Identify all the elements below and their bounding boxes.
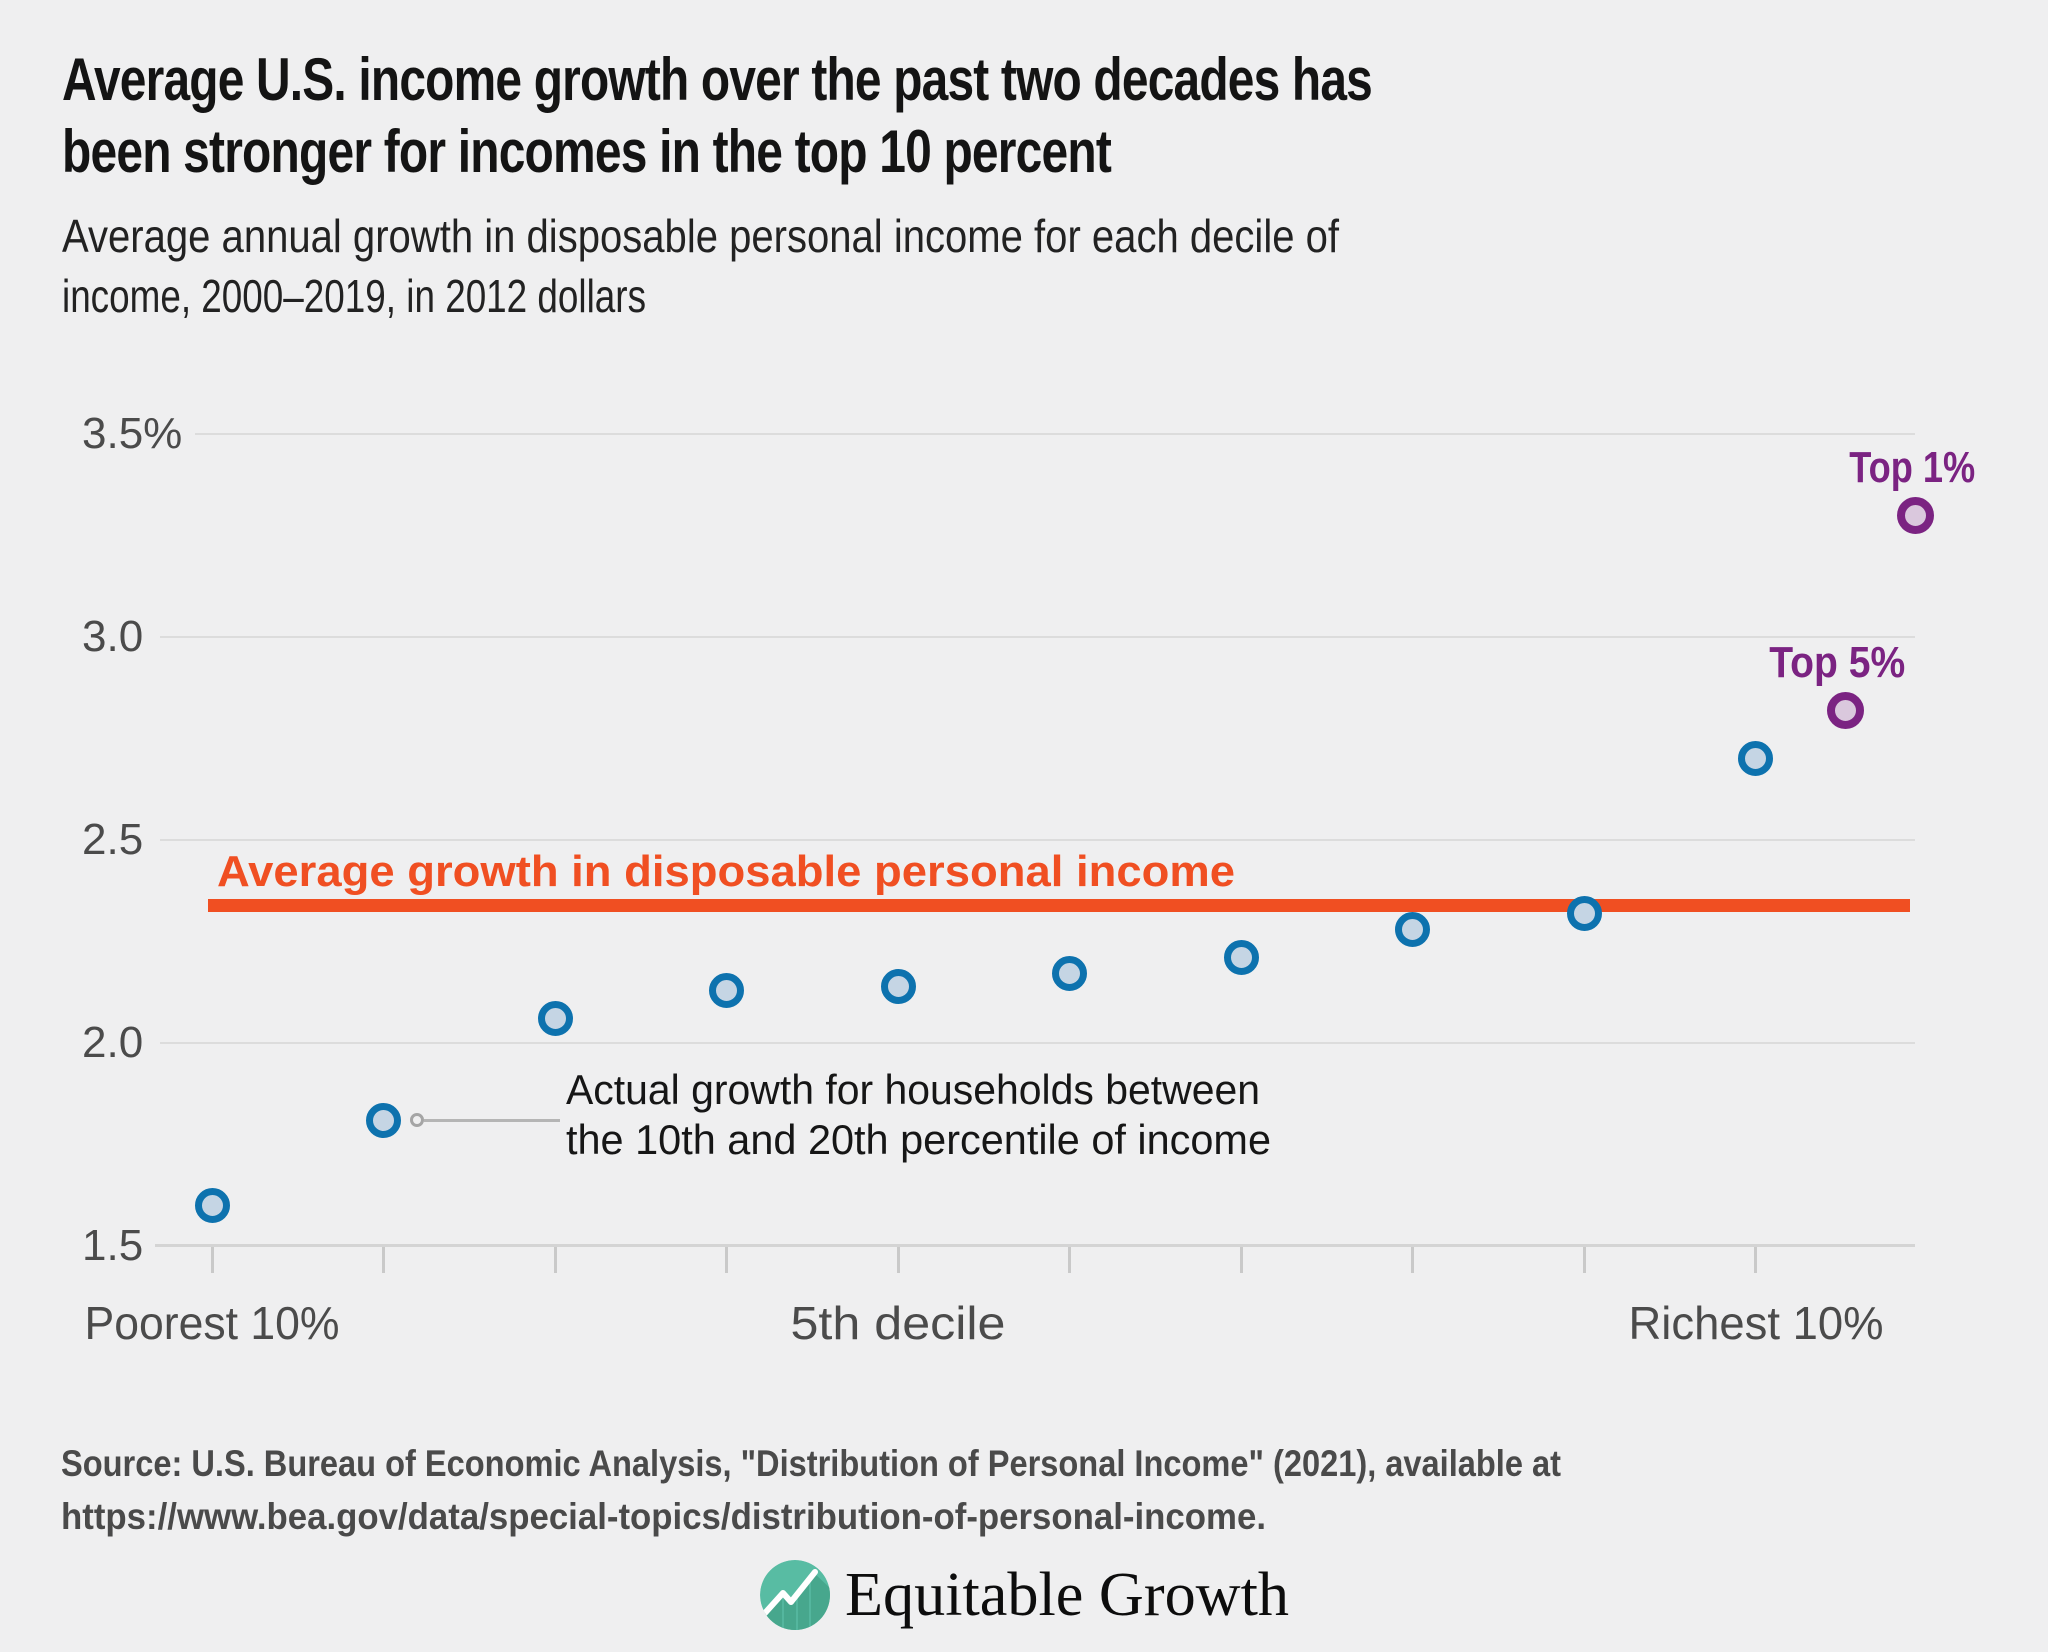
x-axis-label: Richest 10% bbox=[1628, 1297, 1883, 1349]
reference-line-label: Average growth in disposable personal in… bbox=[217, 847, 1235, 896]
x-axis-tick bbox=[382, 1247, 385, 1273]
data-point-decile-4 bbox=[709, 972, 744, 1008]
x-axis-tick bbox=[553, 1247, 557, 1273]
data-point-decile-6 bbox=[1052, 956, 1087, 992]
y-axis-tick-label: 3.0 bbox=[82, 612, 144, 661]
data-point-decile-5 bbox=[880, 968, 916, 1004]
data-point-decile-7 bbox=[1223, 940, 1259, 976]
y-axis-tick-label: 2.0 bbox=[82, 1018, 144, 1067]
data-point-decile-8 bbox=[1395, 911, 1430, 947]
source-text-line-1: Source: U.S. Bureau of Economic Analysis… bbox=[61, 1443, 1561, 1484]
data-point-decile-10 bbox=[1738, 741, 1773, 777]
x-axis-label: 5th decile bbox=[790, 1297, 1006, 1349]
logo-wordmark: Equitable Growth bbox=[845, 1561, 1289, 1629]
x-axis-tick bbox=[210, 1247, 214, 1273]
y-axis-tick-label: 2.5 bbox=[82, 815, 144, 864]
y-gridline bbox=[195, 433, 1915, 435]
y-gridline bbox=[160, 636, 1915, 638]
data-point-decile-2 bbox=[366, 1102, 401, 1138]
chart-title-line-2: been stronger for incomes in the top 10 … bbox=[62, 118, 1112, 185]
y-gridline bbox=[160, 1042, 1915, 1044]
x-axis-tick bbox=[1239, 1247, 1243, 1273]
x-axis-line bbox=[155, 1244, 1915, 1247]
annotation-anchor-dot bbox=[410, 1113, 424, 1127]
chart-subtitle-line-1: Average annual growth in disposable pers… bbox=[62, 210, 1339, 262]
x-axis-tick bbox=[725, 1247, 728, 1273]
equitable-growth-logo bbox=[760, 1560, 830, 1630]
label-top-5-: Top 5% bbox=[1769, 638, 1905, 688]
chart-subtitle-line-2: income, 2000–2019, in 2012 dollars bbox=[62, 270, 646, 322]
y-gridline bbox=[160, 839, 1915, 841]
data-point-decile-3 bbox=[537, 1001, 573, 1037]
y-axis-tick-label: 3.5% bbox=[82, 409, 183, 458]
data-point-decile-1 bbox=[194, 1187, 230, 1223]
data-point-top-5- bbox=[1826, 691, 1864, 729]
growth-line-circle-icon bbox=[760, 1560, 830, 1634]
y-axis-tick-label: 1.5 bbox=[82, 1221, 144, 1270]
data-point-top-1- bbox=[1896, 496, 1934, 534]
source-text-line-2: https://www.bea.gov/data/special-topics/… bbox=[61, 1496, 1266, 1537]
label-top-1-: Top 1% bbox=[1849, 443, 1975, 493]
x-axis-tick bbox=[1411, 1247, 1414, 1273]
x-axis-label: Poorest 10% bbox=[84, 1297, 340, 1349]
x-axis-tick bbox=[1754, 1247, 1757, 1273]
x-axis-tick bbox=[1582, 1247, 1586, 1273]
chart-title-line-1: Average U.S. income growth over the past… bbox=[62, 46, 1373, 113]
annotation-line-1: Actual growth for households between bbox=[566, 1066, 1260, 1113]
annotation-line-2: the 10th and 20th percentile of income bbox=[566, 1116, 1271, 1163]
data-point-decile-9 bbox=[1566, 895, 1602, 931]
annotation-connector-line bbox=[424, 1119, 560, 1122]
x-axis-tick bbox=[1068, 1247, 1071, 1273]
reference-line bbox=[208, 898, 1910, 912]
x-axis-tick bbox=[896, 1247, 900, 1273]
